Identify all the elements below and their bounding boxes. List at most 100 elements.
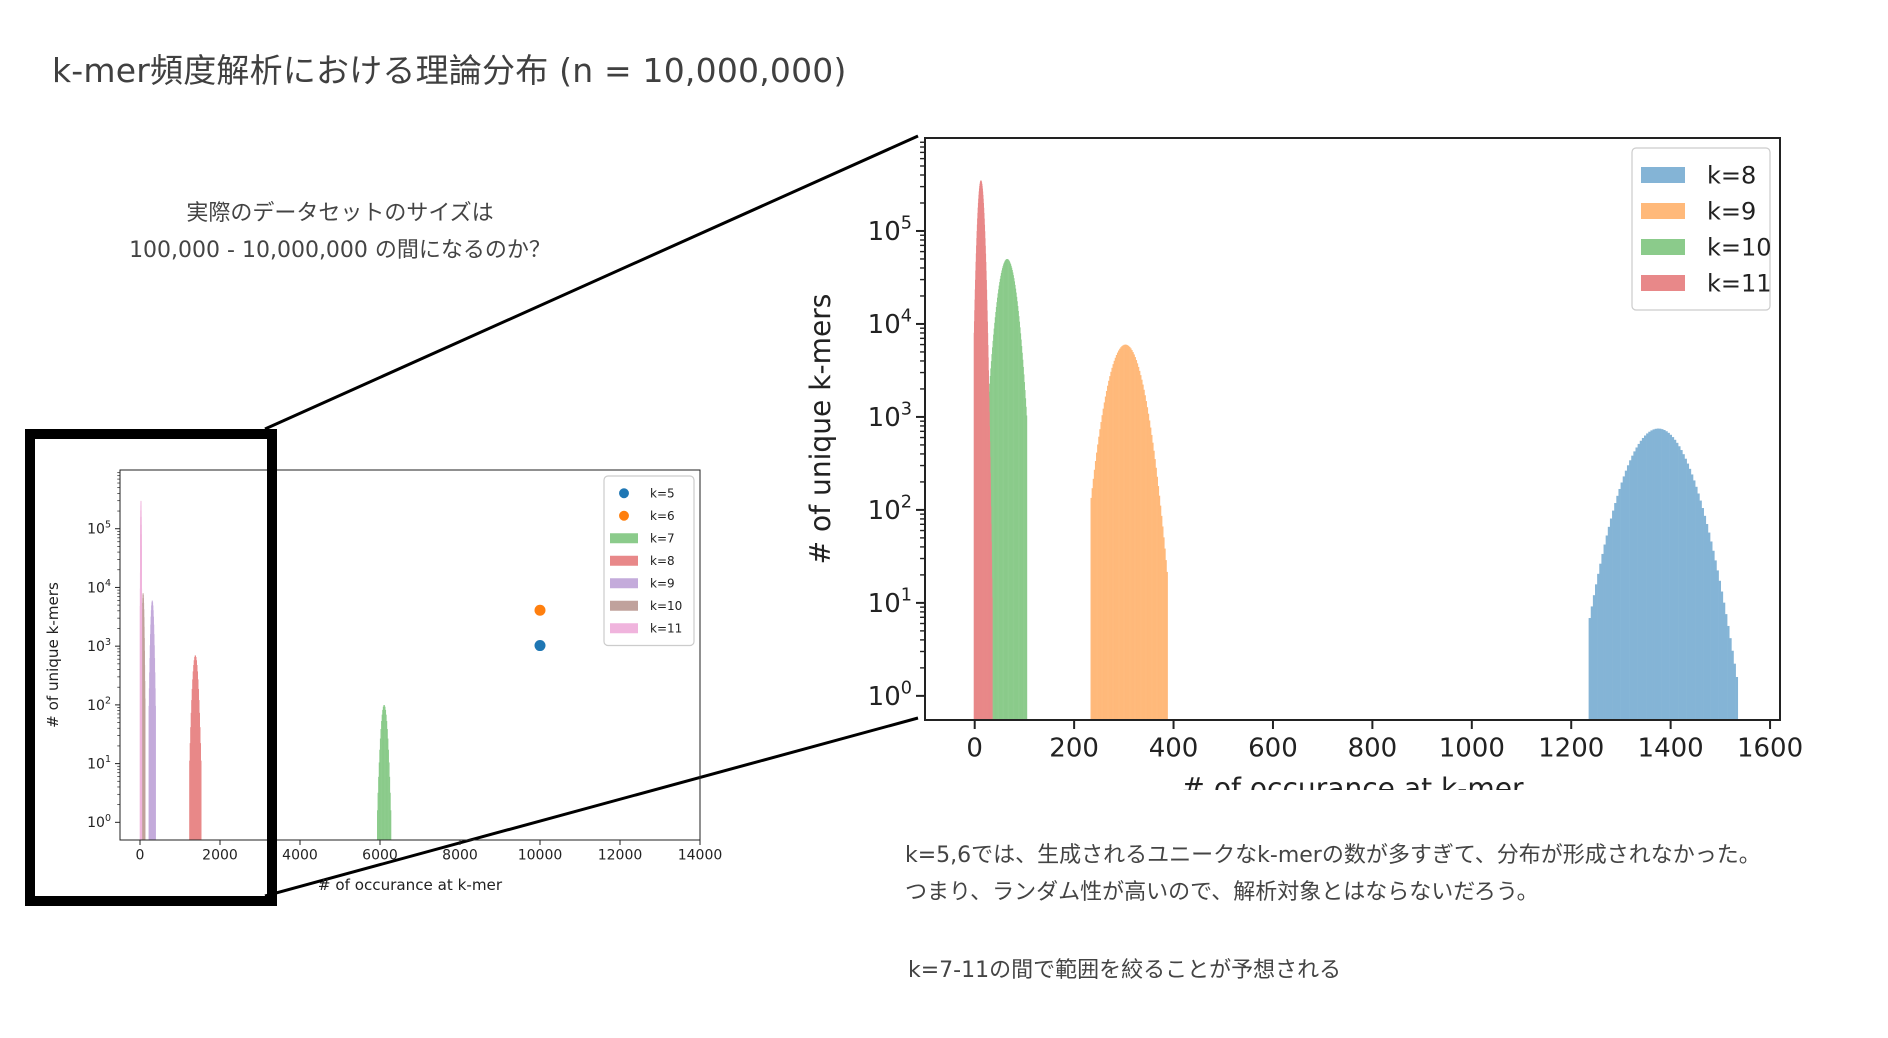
bar-k8 [189, 743, 191, 840]
legend-swatch-k11 [1641, 275, 1685, 291]
bar-k8 [1618, 488, 1621, 720]
legend-swatch-k8 [610, 555, 638, 566]
y-tick-label: 105 [87, 519, 111, 537]
bar-k9 [1127, 345, 1130, 720]
bar-k9 [1165, 560, 1167, 720]
bar-k8 [1599, 563, 1602, 720]
x-tick-label: 600 [1248, 733, 1298, 763]
bar-k10 [1007, 259, 1009, 720]
x-axis-label: # of occurance at k-mer [1181, 772, 1524, 790]
bar-k8 [195, 657, 197, 840]
legend-swatch-k9 [610, 578, 638, 589]
bar-k9 [1113, 360, 1116, 720]
bar-k8 [1641, 437, 1645, 720]
plot-area [139, 500, 546, 840]
bar-k8 [1588, 618, 1592, 720]
bar-k8 [1595, 584, 1598, 720]
bar-k9 [1096, 452, 1098, 720]
bar-k8 [191, 700, 192, 840]
bar-k10 [999, 282, 1001, 720]
x-tick-label: 400 [1149, 733, 1199, 763]
bar-k8 [1724, 614, 1728, 720]
bar-k9 [1153, 450, 1155, 720]
bar-k9 [1102, 408, 1105, 720]
bar-k9 [1141, 379, 1143, 720]
x-tick-label: 14000 [678, 848, 723, 864]
legend-swatch-k8 [1641, 167, 1685, 183]
question-line-1: 実際のデータセットのサイズは [186, 201, 494, 226]
bar-k10 [1017, 305, 1019, 720]
bar-k10 [1021, 346, 1023, 720]
bar-k10 [994, 322, 996, 720]
bar-k10 [1014, 281, 1016, 720]
x-tick-label: 0 [136, 848, 145, 864]
legend-swatch-k10 [1641, 239, 1685, 255]
bar-k8 [1650, 430, 1653, 720]
legend-label-k5: k=5 [650, 487, 675, 501]
bar-k10 [999, 278, 1001, 720]
bar-k8 [1699, 500, 1702, 720]
conclusion-line-3: k=7-11の間で範囲を絞ることが予想される [908, 958, 1342, 983]
bar-k10 [1022, 359, 1024, 720]
bar-k9 [1090, 497, 1092, 720]
conclusion-line-1: k=5,6では、生成されるユニークなk-merの数が多すぎて、分布が形成されなか… [905, 843, 1761, 868]
bar-k7 [384, 705, 385, 840]
bar-k9 [1166, 571, 1168, 720]
bar-k8 [1624, 470, 1628, 720]
bar-k8 [1714, 560, 1717, 720]
bar-k9 [1114, 357, 1117, 720]
bar-k8 [1712, 550, 1715, 720]
bar-k10 [1013, 275, 1014, 720]
bar-k8 [1667, 432, 1670, 720]
bar-k10 [1010, 265, 1012, 720]
bar-k8 [199, 727, 201, 840]
bar-k10 [993, 328, 995, 720]
bar-k9 [1110, 371, 1112, 720]
bar-k8 [1631, 455, 1634, 720]
bar-k8 [196, 660, 197, 840]
bar-k10 [1023, 366, 1024, 720]
x-tick-label: 1200 [1538, 733, 1604, 763]
bar-k10 [1004, 261, 1006, 720]
bar-k9 [1151, 434, 1153, 720]
legend: k=5 k=6 k=7 k=8 k=9 k=10 k=11 [603, 475, 695, 647]
legend-label-k6: k=6 [650, 509, 675, 523]
bar-k8 [192, 679, 193, 840]
bar-k8 [1652, 429, 1655, 720]
bar-k9 [1134, 357, 1136, 720]
bar-k8 [1639, 440, 1643, 720]
bar-k10 [1015, 292, 1017, 720]
bar-k9 [1101, 415, 1103, 720]
x-tick-label: 12000 [598, 848, 643, 864]
y-tick-label: 103 [87, 637, 111, 655]
bar-k10 [997, 293, 999, 720]
bar-k8 [1629, 460, 1632, 720]
bar-k9 [1119, 348, 1121, 720]
bar-k9 [1159, 505, 1162, 720]
bar-k10 [1003, 264, 1004, 720]
bar-k10 [1021, 352, 1023, 720]
x-axis-label: # of occurance at k-mer [318, 876, 503, 894]
bar-k8 [1735, 676, 1739, 720]
bar-k9 [1093, 469, 1096, 720]
legend-box [1631, 147, 1771, 311]
bar-k7 [388, 762, 390, 840]
bar-k9 [1091, 488, 1094, 720]
y-tick-label: 104 [87, 578, 111, 596]
bar-k9 [1100, 422, 1102, 720]
bar-k8 [1673, 439, 1677, 720]
legend-swatch-k7 [610, 533, 638, 544]
bar-k8 [1614, 503, 1617, 720]
bar-k9 [1124, 344, 1127, 720]
bar-k9 [1164, 548, 1166, 720]
bar-k9 [1144, 395, 1146, 720]
bar-k10 [1016, 301, 1018, 720]
zoomed-chart: 0 200 400 600 800 1000 1200 1400 1600 100 101 102 10… [804, 137, 1803, 790]
bar-k8 [1678, 446, 1681, 720]
x-tick-label: 10000 [518, 848, 563, 864]
bar-k8 [1707, 532, 1711, 720]
bar-k8 [1607, 526, 1611, 720]
y-tick-label: 103 [868, 399, 912, 433]
bar-k8 [1729, 638, 1732, 720]
x-tick-label: 800 [1348, 733, 1398, 763]
